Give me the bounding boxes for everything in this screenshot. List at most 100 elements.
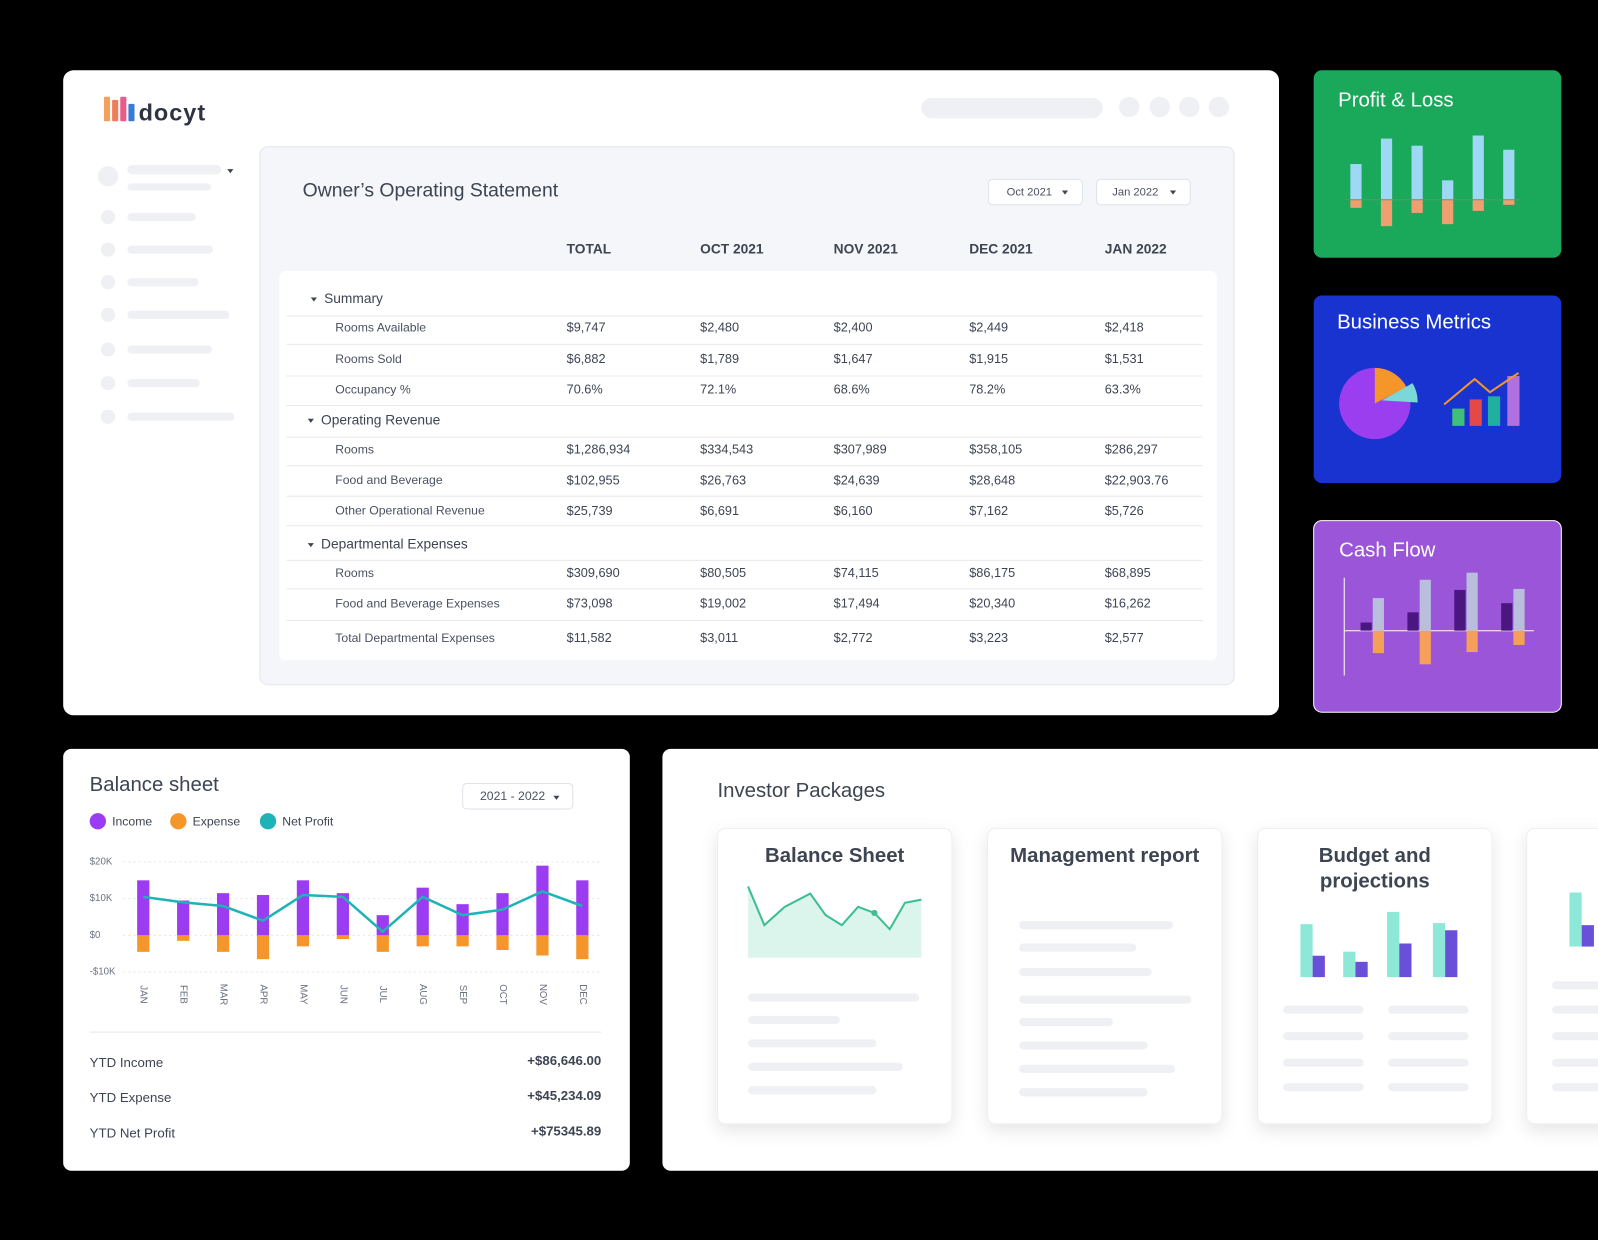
- column-header: NOV 2021: [834, 241, 899, 256]
- x-tick-label: APR: [257, 985, 268, 1005]
- icon-bar: [1372, 630, 1384, 654]
- icon-bar: [1466, 630, 1478, 653]
- row-label: Food and Beverage: [335, 473, 443, 487]
- row-label: Food and Beverage Expenses: [335, 596, 499, 610]
- thumb-bar: [1355, 961, 1368, 978]
- section-header: Summary: [324, 291, 383, 306]
- line: [143, 889, 583, 934]
- icon-bar: [1454, 589, 1466, 631]
- cell: $286,297: [1105, 442, 1158, 457]
- placeholder: [1552, 1058, 1598, 1067]
- cell: $334,543: [700, 442, 753, 457]
- column-header: TOTAL: [567, 241, 612, 256]
- caret: [1061, 190, 1069, 195]
- bar: [336, 893, 349, 936]
- icon-bar: [1350, 199, 1362, 208]
- logo-mark: [128, 103, 135, 122]
- thumb-bar: [1445, 930, 1458, 978]
- placeholder: [100, 409, 116, 424]
- thumb-bar: [1343, 951, 1356, 978]
- x-tick-label: NOV: [537, 984, 548, 1006]
- cell: $9,747: [567, 319, 606, 334]
- cell: $5,726: [1105, 503, 1144, 518]
- placeholder: [1149, 96, 1170, 118]
- row-label: Rooms: [335, 566, 374, 580]
- bar: [137, 935, 150, 952]
- side-card[interactable]: [1313, 520, 1562, 713]
- legend-label: Income: [112, 814, 152, 828]
- placeholder: [100, 209, 116, 225]
- cell: $2,577: [1105, 630, 1144, 645]
- placeholder: [97, 166, 119, 187]
- icon-bar: [1507, 375, 1520, 426]
- logo: docyt: [139, 99, 207, 125]
- legend-swatch: [259, 813, 277, 830]
- cell: $22,903.76: [1105, 472, 1169, 487]
- cell: $20,340: [969, 596, 1015, 611]
- placeholder: [1019, 1088, 1148, 1097]
- icon-bar: [1419, 579, 1431, 631]
- cell: $1,531: [1105, 351, 1144, 366]
- bar: [137, 880, 150, 936]
- icon-bar: [1360, 622, 1372, 631]
- placeholder: [100, 242, 116, 257]
- caret: [310, 297, 317, 302]
- period-filter[interactable]: [462, 783, 574, 810]
- date-filter[interactable]: [988, 178, 1083, 206]
- placeholder: [1552, 1005, 1598, 1014]
- x-tick-label: MAR: [218, 984, 229, 1006]
- package-title: Management report: [1010, 844, 1200, 868]
- cell: 72.1%: [700, 382, 736, 397]
- icon-bar: [1372, 598, 1384, 631]
- icon-bar: [1472, 199, 1484, 211]
- y-tick-label: $10K: [90, 893, 113, 904]
- side-card-title: Business Metrics: [1337, 311, 1491, 333]
- placeholder: [1283, 1005, 1364, 1014]
- cell: $2,480: [700, 319, 739, 334]
- x-tick-label: AUG: [417, 984, 428, 1005]
- x-tick-label: MAY: [297, 984, 308, 1005]
- thumb-bar: [1581, 925, 1594, 947]
- cell: $73,098: [567, 596, 613, 611]
- side-card[interactable]: [1313, 70, 1562, 258]
- y-tick-label: $0: [90, 930, 101, 941]
- placeholder: [1388, 1058, 1469, 1067]
- y-tick-label: -$10K: [90, 967, 116, 978]
- cell: $74,115: [834, 565, 879, 580]
- thumb-bar: [1399, 943, 1412, 978]
- placeholder: [127, 212, 196, 222]
- cell: $11,582: [567, 630, 612, 645]
- bar: [216, 893, 230, 936]
- cell: $28,648: [969, 472, 1015, 487]
- placeholder: [1552, 1032, 1598, 1041]
- balance-card: [63, 748, 630, 1171]
- x-tick-label: JUL: [377, 986, 388, 1004]
- bar: [256, 895, 270, 936]
- column-header: OCT 2021: [700, 241, 764, 256]
- thumb-line: [747, 886, 922, 931]
- package-card[interactable]: [1526, 827, 1598, 1125]
- cell: $6,691: [700, 503, 739, 518]
- placeholder: [748, 1039, 877, 1048]
- placeholder: [1388, 1083, 1469, 1092]
- placeholder: [748, 993, 920, 1002]
- investor-title: Investor Packages: [717, 780, 885, 802]
- thumb-bar: [1300, 924, 1313, 978]
- package-card[interactable]: [1257, 827, 1493, 1125]
- cell: 70.6%: [567, 382, 603, 397]
- icon-bar: [1503, 149, 1515, 200]
- date-filter[interactable]: [1096, 178, 1191, 206]
- cell: $1,286,934: [567, 442, 631, 457]
- row-label: Rooms: [335, 443, 374, 457]
- icon-bar: [1442, 180, 1454, 200]
- icon-bar: [1501, 603, 1513, 631]
- cell: $25,739: [567, 503, 613, 518]
- logo-mark: [112, 99, 119, 122]
- cell: $3,223: [969, 630, 1008, 645]
- package-card[interactable]: [716, 827, 953, 1125]
- cell: $358,105: [969, 442, 1022, 457]
- cell: 78.2%: [969, 382, 1005, 397]
- icon-bar: [1487, 396, 1501, 426]
- icon-bar: [1503, 199, 1515, 205]
- legend-swatch: [170, 813, 187, 830]
